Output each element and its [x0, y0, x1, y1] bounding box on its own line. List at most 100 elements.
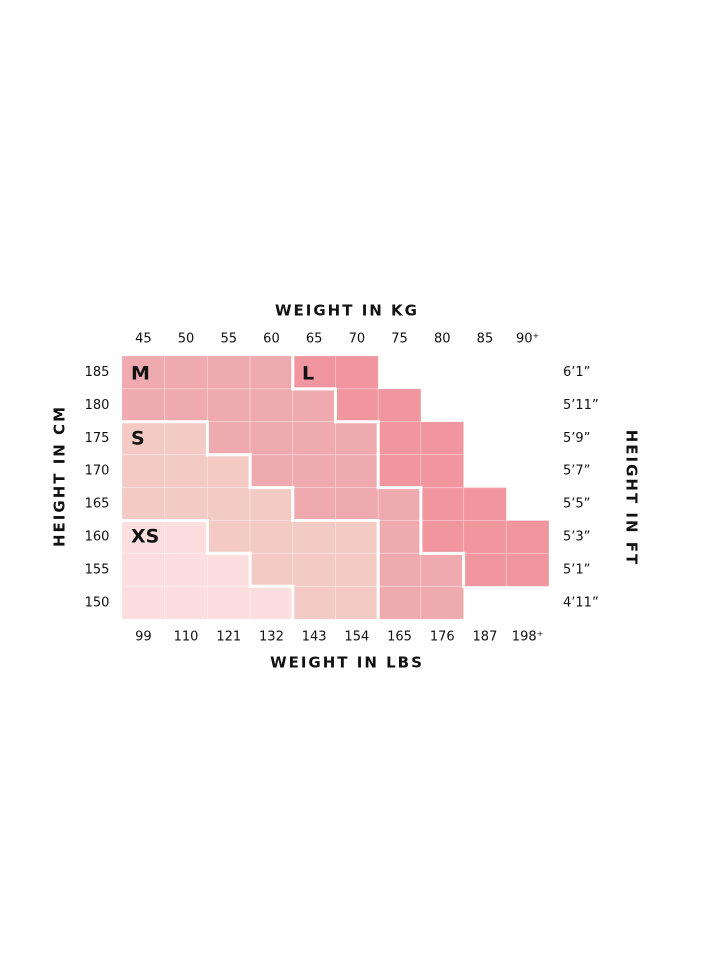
cell: [164, 388, 208, 423]
cell: [505, 520, 550, 554]
cell: [292, 520, 336, 554]
cell: [249, 454, 294, 489]
cell: [292, 421, 336, 456]
ft-label: 5’9”: [563, 431, 590, 446]
cell: [249, 388, 294, 423]
cell: [121, 388, 166, 423]
ft-label: 5’1”: [563, 562, 590, 577]
cell: [121, 421, 166, 456]
cell: [463, 487, 507, 522]
bottom-title: WEIGHT IN LBS: [270, 654, 424, 672]
cell: [206, 520, 251, 554]
cell: [121, 355, 166, 390]
cell: [420, 487, 465, 522]
lbs-label: 154: [344, 630, 369, 645]
left-title: HEIGHT IN CM: [51, 405, 69, 547]
cell: [206, 487, 251, 522]
cell: [121, 454, 166, 489]
cell: [335, 454, 379, 489]
cell: [377, 520, 422, 554]
cell: [377, 487, 422, 522]
cell: [292, 388, 336, 423]
cell: [249, 520, 294, 554]
cell: [377, 388, 422, 423]
kg-label: 50: [178, 332, 195, 347]
cm-label: 165: [85, 497, 110, 512]
cell: [164, 552, 208, 587]
kg-label: 60: [263, 332, 280, 347]
ft-label: 5’11”: [563, 398, 599, 413]
cm-label: 170: [85, 464, 110, 479]
cell: [463, 520, 507, 554]
cell: [206, 421, 251, 456]
cell: [335, 487, 379, 522]
cell: [335, 520, 379, 554]
ft-label: 4’11”: [563, 595, 599, 610]
cell: [164, 454, 208, 489]
cell: [249, 355, 294, 390]
cell: [206, 454, 251, 489]
kg-label: 90⁺: [516, 332, 539, 347]
cell: [335, 388, 379, 423]
cell: [121, 552, 166, 587]
lbs-label: 176: [430, 630, 455, 645]
size-label: XS: [131, 526, 159, 548]
grid: [120, 354, 550, 621]
cell: [335, 355, 379, 390]
lbs-label: 143: [302, 630, 327, 645]
cm-label: 185: [85, 365, 110, 380]
right-title: HEIGHT IN FT: [623, 430, 641, 567]
lbs-label: 121: [216, 630, 241, 645]
cell: [420, 520, 465, 554]
lbs-label: 132: [259, 630, 284, 645]
kg-label: 70: [349, 332, 366, 347]
cell: [377, 585, 422, 620]
cell: [292, 585, 336, 620]
lbs-label: 198⁺: [512, 630, 544, 645]
cell: [249, 552, 294, 587]
kg-label: 65: [306, 332, 323, 347]
kg-label: 45: [135, 332, 152, 347]
lbs-label: 110: [174, 630, 199, 645]
lbs-label: 165: [387, 630, 412, 645]
size-label: S: [131, 428, 145, 450]
cm-label: 155: [85, 562, 110, 577]
kg-label: 85: [477, 332, 494, 347]
cm-label: 150: [85, 595, 110, 610]
cell: [164, 355, 208, 390]
cell: [249, 585, 294, 620]
cell: [377, 454, 422, 489]
cell: [164, 487, 208, 522]
lbs-label: 187: [473, 630, 498, 645]
ft-label: 5’7”: [563, 464, 590, 479]
cell: [249, 487, 294, 522]
cell: [249, 421, 294, 456]
cell: [292, 454, 336, 489]
size-label: L: [302, 363, 314, 385]
cell: [206, 585, 251, 620]
cell: [335, 552, 379, 587]
ft-label: 5’5”: [563, 497, 590, 512]
cell: [335, 421, 379, 456]
cell: [121, 585, 166, 620]
size-label: M: [131, 363, 150, 385]
cell: [206, 355, 251, 390]
ft-label: 6’1”: [563, 365, 590, 380]
kg-label: 55: [220, 332, 237, 347]
cell: [292, 487, 336, 522]
kg-label: 75: [391, 332, 408, 347]
cell: [164, 520, 208, 554]
lbs-label: 99: [135, 630, 152, 645]
cell: [377, 421, 422, 456]
cm-label: 180: [85, 398, 110, 413]
cell: [164, 585, 208, 620]
cell: [292, 355, 336, 390]
cell: [420, 585, 465, 620]
cell: [377, 552, 422, 587]
cell: [121, 487, 166, 522]
ft-label: 5’3”: [563, 529, 590, 544]
cell: [335, 585, 379, 620]
cell: [292, 552, 336, 587]
cm-label: 175: [85, 431, 110, 446]
cm-label: 160: [85, 529, 110, 544]
